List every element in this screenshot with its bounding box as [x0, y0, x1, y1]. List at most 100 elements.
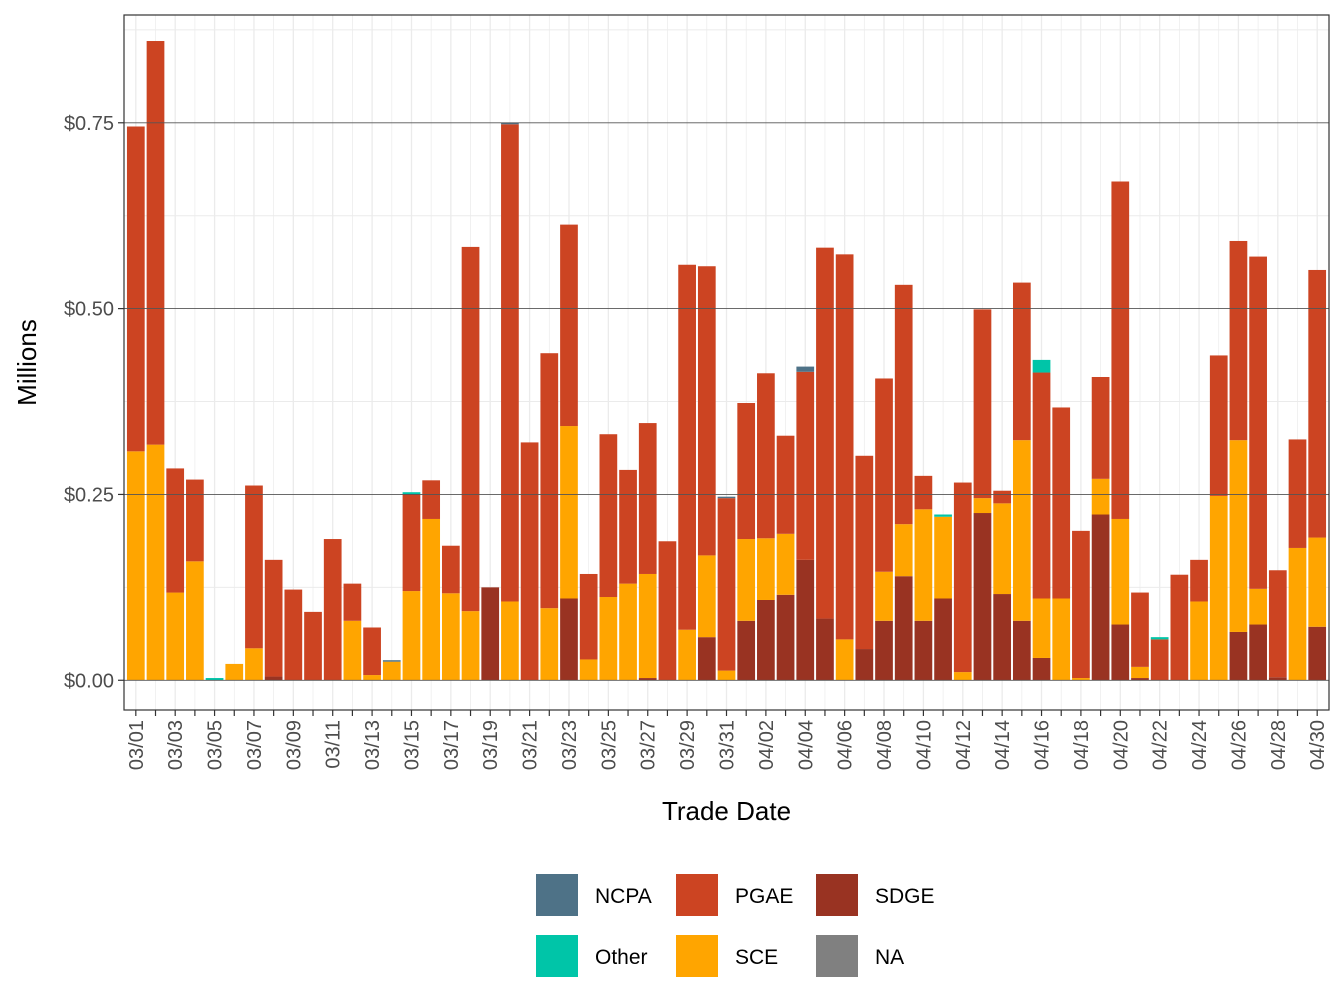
bar-sce-04-06: [835, 639, 854, 681]
bar-pgae-04-22: [1150, 639, 1169, 681]
bar-sdge-04-08: [875, 620, 893, 681]
bar-pgae-04-21: [1131, 592, 1149, 667]
bar-sdge-04-21: [1131, 678, 1149, 681]
bar-sce-04-29: [1288, 547, 1307, 681]
bar-pgae-03-09: [284, 589, 303, 681]
bar-pgae-04-28: [1268, 570, 1287, 678]
legend-key-na: [816, 935, 858, 977]
bar-sdge-04-16: [1032, 657, 1051, 681]
legend-label-sce: SCE: [735, 946, 778, 969]
y-axis: $0.00 $0.25 $0.50 $0.75: [64, 113, 124, 692]
y-tick-label: $0.25: [64, 484, 114, 506]
x-tick-label: 04/20: [1110, 720, 1132, 770]
x-tick-label: 04/12: [953, 720, 975, 770]
bar-sce-03-03: [166, 592, 185, 681]
x-axis: 03/01 03/03 03/05 03/07 03/09 03/11 03/13 03/15…: [126, 710, 1329, 770]
bar-other-03-15: [402, 492, 421, 495]
bar-sce-03-27: [638, 573, 657, 679]
bar-pgae-03-07: [245, 485, 263, 649]
x-tick-label: 03/29: [677, 720, 699, 770]
x-tick-label: 04/22: [1150, 720, 1172, 770]
bar-pgae-03-28: [658, 541, 677, 681]
bar-sdge-04-02: [757, 599, 775, 681]
x-tick-label: 03/11: [323, 720, 345, 769]
bar-pgae-04-14: [993, 490, 1012, 504]
x-tick-label: 03/31: [717, 720, 739, 770]
bar-pgae-04-10: [914, 475, 933, 510]
bar-sdge-04-09: [894, 576, 913, 681]
bar-sce-03-31: [717, 670, 736, 681]
bar-pgae-03-10: [304, 611, 322, 681]
bar-sce-03-01: [126, 451, 145, 681]
bar-sce-04-13: [973, 498, 992, 514]
bar-sce-04-03: [776, 533, 795, 595]
bar-pgae-03-01: [126, 126, 145, 452]
bar-pgae-03-27: [638, 423, 657, 574]
bar-pgae-04-04: [796, 371, 815, 560]
bar-sdge-04-01: [737, 620, 756, 681]
bar-pgae-03-04: [186, 479, 204, 562]
bar-pgae-04-16: [1032, 372, 1051, 599]
bar-pgae-04-06: [835, 254, 854, 640]
bar-pgae-03-23: [560, 224, 578, 427]
bar-sdge-03-19: [481, 587, 500, 681]
bar-sce-04-21: [1131, 666, 1149, 679]
bar-sce-04-09: [894, 524, 913, 577]
bar-sce-04-20: [1111, 518, 1130, 625]
bar-sce-03-22: [540, 608, 559, 681]
bar-sce-03-23: [560, 426, 578, 599]
x-tick-label: 03/09: [283, 720, 305, 770]
x-tick-label: 03/15: [401, 720, 423, 770]
bar-sce-04-25: [1209, 495, 1228, 681]
legend-label-other: Other: [595, 946, 648, 969]
bar-sdge-04-28: [1268, 677, 1287, 681]
legend-label-ncpa: NCPA: [595, 885, 652, 908]
bar-pgae-04-18: [1072, 530, 1090, 679]
bar-sdge-04-19: [1091, 514, 1110, 681]
bar-pgae-03-02: [146, 41, 165, 445]
bar-pgae-04-12: [953, 482, 972, 673]
bar-pgae-04-08: [875, 378, 893, 572]
bar-pgae-03-08: [264, 559, 283, 677]
bar-sdge-04-10: [914, 620, 933, 681]
bar-sdge-04-05: [816, 618, 834, 681]
bar-pgae-03-25: [599, 434, 618, 598]
bar-sdge-04-11: [934, 598, 952, 681]
bar-pgae-03-15: [402, 494, 421, 592]
bar-sce-03-18: [461, 611, 480, 681]
bar-sce-04-01: [737, 539, 756, 621]
bar-pgae-03-20: [501, 124, 519, 602]
bar-sce-03-26: [619, 583, 637, 681]
bar-pgae-03-30: [697, 266, 716, 556]
bar-pgae-03-16: [422, 480, 441, 519]
x-tick-label: 03/05: [205, 720, 227, 770]
bar-sce-04-14: [993, 503, 1012, 595]
bar-sce-04-19: [1091, 478, 1110, 515]
legend-key-ncpa: [536, 874, 578, 916]
bar-pgae-03-31: [717, 498, 736, 671]
x-tick-label: 03/27: [638, 720, 660, 770]
bar-sce-03-04: [186, 561, 204, 681]
bar-pgae-03-17: [441, 545, 460, 594]
legend-label-na: NA: [875, 946, 904, 969]
bar-pgae-04-23: [1170, 574, 1189, 681]
bar-sdge-04-15: [1012, 620, 1031, 681]
bar-sce-04-30: [1308, 537, 1327, 627]
bar-sce-03-06: [225, 663, 244, 681]
x-tick-label: 03/21: [520, 720, 542, 770]
bar-sdge-04-27: [1249, 624, 1267, 681]
legend-key-sce: [676, 935, 718, 977]
bar-sce-03-30: [697, 555, 716, 638]
x-tick-label: 04/10: [913, 720, 935, 770]
bar-sce-03-20: [501, 601, 519, 681]
bar-sce-03-02: [146, 444, 165, 681]
bar-sce-03-15: [402, 591, 421, 681]
bar-sce-04-16: [1032, 598, 1051, 658]
x-tick-label: 04/06: [835, 720, 857, 770]
legend-label-sdge: SDGE: [875, 885, 935, 908]
x-tick-label: 03/07: [244, 720, 266, 770]
bar-sce-04-27: [1249, 588, 1267, 625]
bar-sce-04-24: [1190, 601, 1208, 681]
bar-sdge-04-30: [1308, 626, 1327, 681]
bar-sce-04-10: [914, 509, 933, 621]
